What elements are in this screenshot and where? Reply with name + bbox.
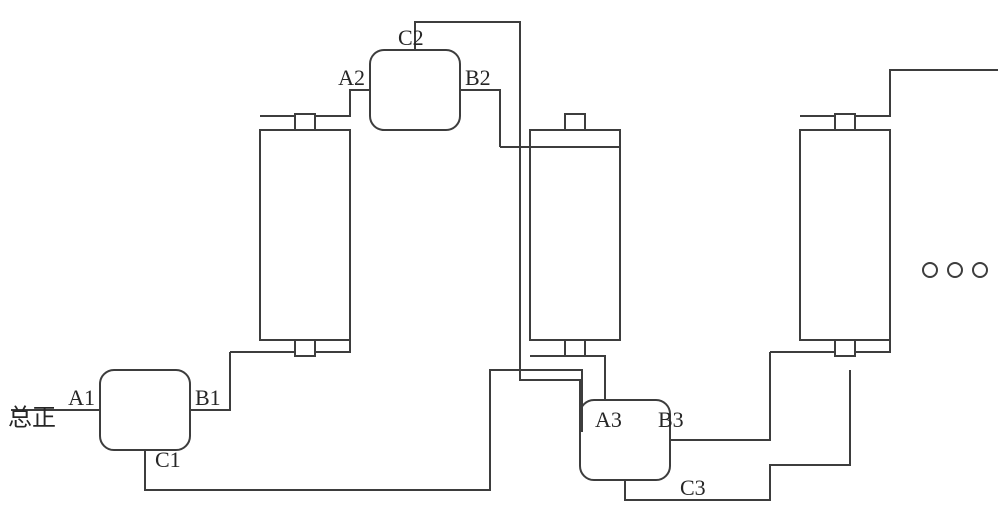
label-B1: B1 [195,385,221,410]
wire-15 [670,352,770,440]
label-C1: C1 [155,447,181,472]
label-A1: A1 [68,385,95,410]
cell-c3-top-cap [835,114,855,130]
label-C2: C2 [398,25,424,50]
wire-11 [500,130,620,147]
wire-4 [230,340,350,352]
circuit-diagram: 总正 A1 B1 C1 A2 B2 C2 A3 B3 C3 [0,0,1000,507]
cell-c3-bottom-cap [835,340,855,356]
cell-c1-bottom-cap [295,340,315,356]
cell-c3 [800,130,890,340]
node-n2 [370,50,460,130]
cell-c2-top-cap [565,114,585,130]
cell-c1-top-cap [295,114,315,130]
label-B2: B2 [465,65,491,90]
label-C3: C3 [680,475,706,500]
label-A3: A3 [595,407,622,432]
cell-c2 [530,130,620,340]
label-B3: B3 [658,407,684,432]
node-n1 [100,370,190,450]
ellipsis-dot-1 [948,263,962,277]
label-total_pos: 总正 [8,405,56,432]
node-n3 [580,400,670,480]
ellipsis-dot-0 [923,263,937,277]
wire-21 [800,70,998,116]
wire-14 [530,356,605,400]
wire-8 [460,90,500,147]
wire-18 [770,340,890,352]
wire-22 [415,22,580,435]
label-A2: A2 [338,65,365,90]
ellipsis-dot-2 [973,263,987,277]
cell-c1 [260,130,350,340]
wire-7 [260,90,370,116]
cell-c2-bottom-cap [565,340,585,356]
